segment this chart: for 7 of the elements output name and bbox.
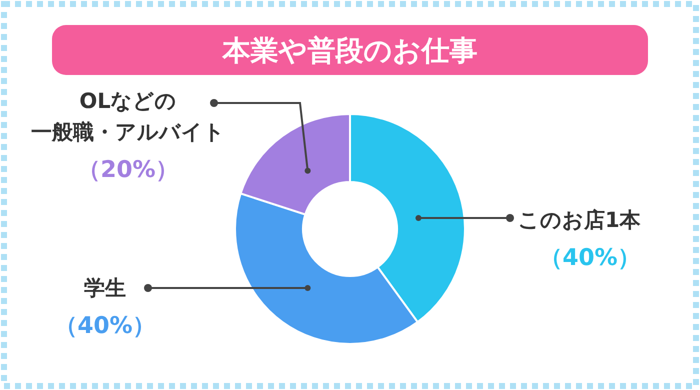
chart-title: 本業や普段のお仕事 [222, 34, 478, 67]
data-label: （40%） [539, 245, 641, 271]
slice-label: 学生 [84, 276, 126, 300]
data-label: （40%） [54, 313, 156, 339]
data-label: （20%） [77, 157, 179, 183]
slice-label: このお店1本 [518, 208, 642, 232]
slice-label: OLなどの一般職・アルバイト [31, 89, 225, 144]
